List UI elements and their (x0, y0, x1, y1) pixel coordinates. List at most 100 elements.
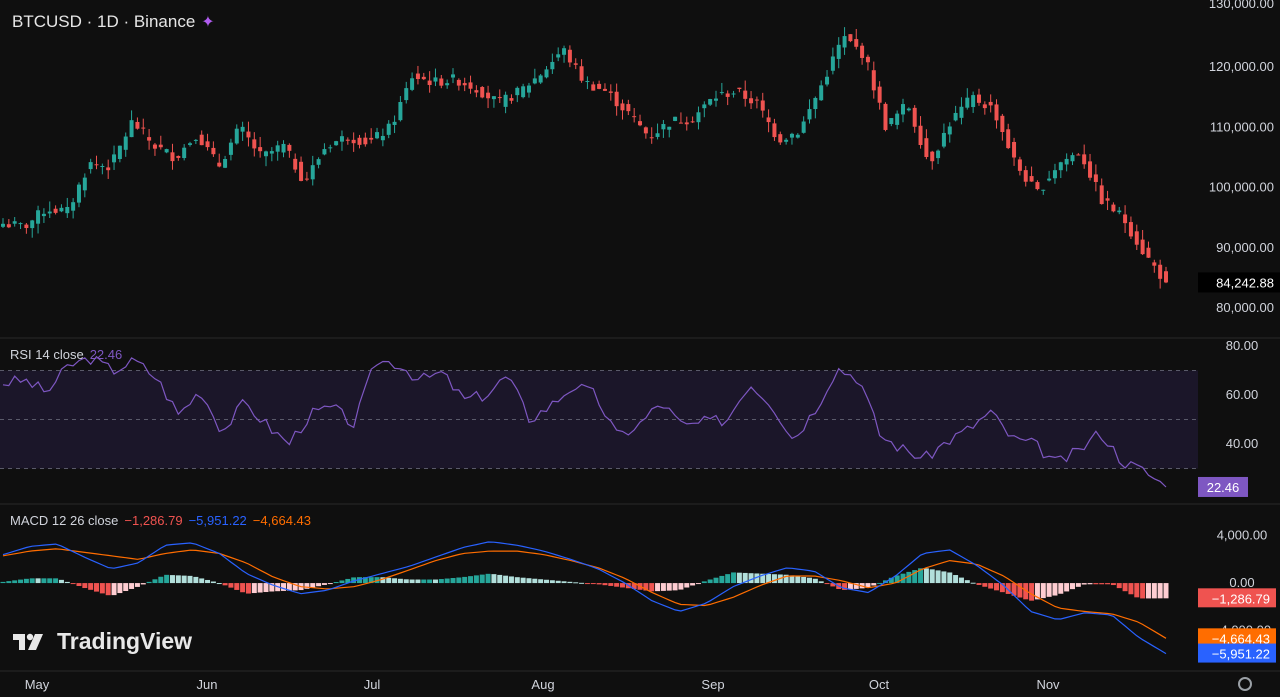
rsi-line (2, 355, 1167, 488)
macd-histogram-bar (6, 581, 12, 584)
rsi-axis-label: 40.00 (1226, 436, 1259, 451)
macd-histogram-bar (1099, 583, 1105, 585)
price-candle (702, 104, 707, 109)
macd-histogram-bar (333, 582, 339, 584)
macd-histogram-bar (491, 574, 497, 584)
macd-histogram-bar (947, 572, 953, 584)
macd-histogram-bar (555, 580, 561, 584)
macd-legend[interactable]: MACD 12 26 close −1,286.79 −5,951.22 −4,664… (10, 513, 311, 528)
symbol-title-text: BTCUSD · 1D · Binance (12, 12, 196, 31)
macd-histogram-bar (1116, 583, 1122, 589)
price-candle (1012, 141, 1017, 158)
macd-histogram-bar (123, 583, 129, 592)
price-candle (994, 104, 999, 121)
macd-histogram-bar (1105, 583, 1111, 585)
macd-line-value: −5,951.22 (188, 513, 247, 528)
macd-histogram-bar (795, 576, 801, 584)
macd-histogram-bar (0, 581, 6, 584)
macd-histogram-bar (719, 575, 725, 584)
price-candle (1164, 271, 1168, 283)
macd-histogram-bar (748, 573, 754, 584)
price-candle (486, 92, 491, 99)
price-candle (737, 87, 742, 90)
price-candle (1128, 222, 1133, 237)
price-candle (147, 137, 152, 141)
macd-histogram-bar (590, 583, 596, 585)
tradingview-logo[interactable]: TradingView (13, 628, 192, 655)
price-candle (182, 147, 187, 159)
price-candle (246, 131, 251, 138)
macd-histogram-bar (690, 583, 696, 586)
price-candle (363, 137, 368, 145)
macd-histogram-bar (923, 568, 929, 584)
macd-histogram-bar (988, 583, 994, 589)
price-candle (521, 86, 526, 98)
macd-histogram-bar (386, 577, 392, 584)
price-candle (410, 78, 415, 90)
macd-histogram-bar (672, 583, 678, 591)
price-candle (1029, 176, 1034, 182)
price-candle (94, 164, 99, 166)
price-candle (562, 48, 567, 55)
macd-histogram-bar (666, 583, 672, 591)
rsi-label: RSI 14 close (10, 347, 84, 362)
macd-histogram-bar (789, 575, 795, 584)
price-candle (1041, 189, 1046, 191)
macd-value-tag-label: −5,951.22 (1212, 647, 1270, 662)
price-candle (141, 127, 146, 129)
macd-histogram-bar (210, 581, 216, 584)
price-candle (6, 224, 11, 228)
price-candle (474, 90, 479, 93)
macd-histogram-bar (438, 579, 444, 584)
price-candle (386, 123, 391, 135)
price-candle (152, 144, 157, 149)
price-candle (1082, 154, 1087, 165)
macd-histogram-bar (1140, 583, 1146, 599)
price-candle (24, 224, 29, 229)
macd-label: MACD 12 26 close (10, 513, 119, 528)
current-price-tag (1198, 272, 1280, 293)
macd-histogram-bar (327, 583, 333, 585)
price-candle (369, 137, 374, 140)
price-candle (801, 121, 806, 133)
chart-settings-icon[interactable] (1238, 677, 1252, 691)
price-candle (345, 139, 350, 141)
price-candle (71, 202, 76, 211)
price-candle (240, 126, 245, 132)
macd-histogram-bar (292, 583, 298, 591)
price-candle (918, 125, 923, 145)
price-candle (842, 36, 847, 48)
price-candle (608, 91, 613, 93)
price-candle (310, 165, 315, 180)
price-candle (1064, 158, 1069, 165)
macd-histogram-bar (725, 574, 731, 584)
macd-histogram-bar (29, 578, 35, 584)
macd-value-tag-label: −4,664.43 (1212, 631, 1270, 646)
macd-histogram-bar (94, 583, 100, 592)
price-candle (778, 134, 783, 143)
price-candle (223, 159, 228, 168)
price-candle (597, 83, 602, 89)
macd-histogram-value: −1,286.79 (124, 513, 183, 528)
ai-sparkle-icon[interactable]: ✦ (201, 14, 215, 31)
macd-histogram-bar (1058, 583, 1064, 594)
macd-histogram-bar (982, 583, 988, 587)
price-candle (830, 56, 835, 71)
macd-histogram-bar (964, 580, 970, 584)
macd-histogram-bar (906, 571, 912, 584)
macd-histogram-bar (234, 583, 240, 590)
price-candle (965, 97, 970, 108)
rsi-current-label: 22.46 (1207, 480, 1240, 495)
macd-histogram-bar (929, 569, 935, 584)
price-candle (1134, 231, 1139, 245)
price-candle (567, 49, 572, 63)
macd-histogram-bar (47, 578, 53, 584)
macd-histogram-bar (888, 577, 894, 584)
macd-histogram-bar (263, 583, 269, 593)
macd-histogram-bar (473, 575, 479, 584)
rsi-legend[interactable]: RSI 14 close 22.46 (10, 347, 122, 362)
macd-histogram-bar (736, 572, 742, 584)
symbol-title[interactable]: BTCUSD · 1D · Binance ✦ (12, 12, 215, 32)
price-candle (643, 127, 648, 134)
